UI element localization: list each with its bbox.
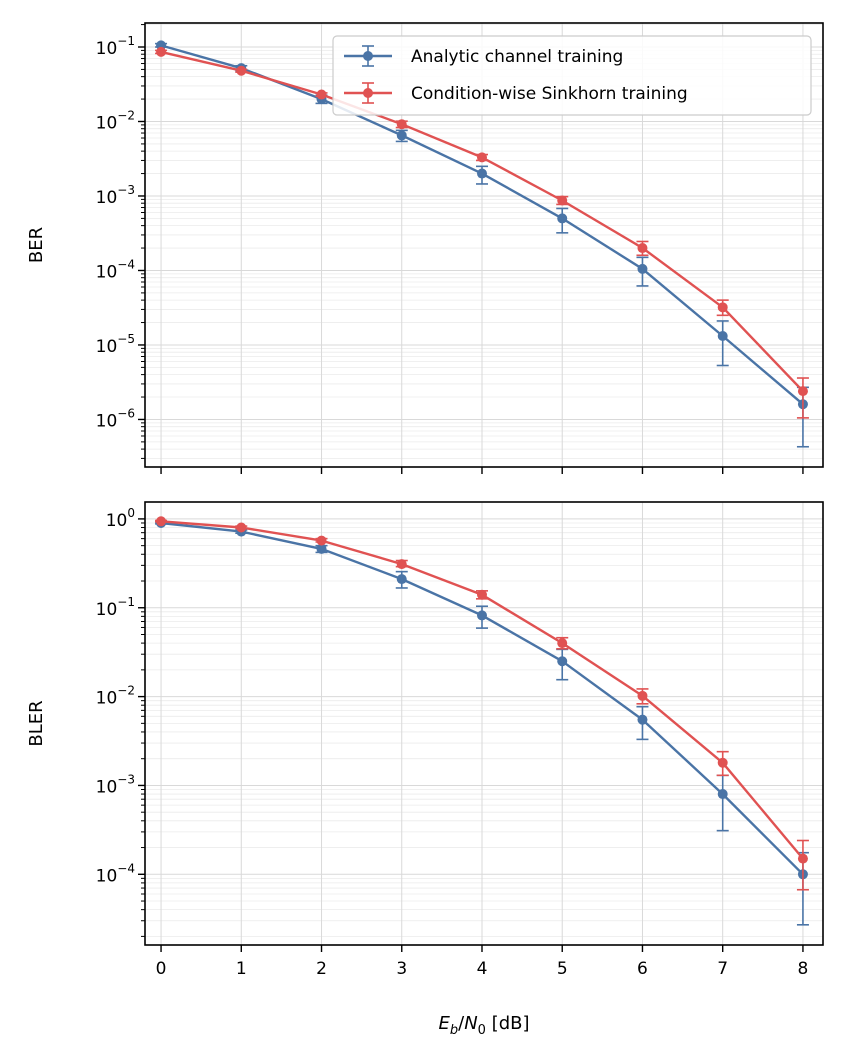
data-point bbox=[717, 302, 728, 313]
legend-label-analytic: Analytic channel training bbox=[411, 47, 623, 67]
bler-grid bbox=[145, 502, 823, 945]
data-point bbox=[396, 559, 407, 570]
legend-label-sinkhorn: Condition-wise Sinkhorn training bbox=[411, 84, 688, 104]
x-tick-label: 8 bbox=[798, 959, 809, 979]
y-tick-label: 10−4 bbox=[96, 257, 135, 282]
data-point bbox=[557, 638, 568, 649]
y-tick-label: 10−5 bbox=[96, 332, 135, 357]
x-tick-label: 7 bbox=[717, 959, 728, 979]
data-point bbox=[316, 543, 327, 554]
y-tick-label: 10−6 bbox=[96, 406, 135, 431]
data-point bbox=[717, 789, 728, 800]
data-point bbox=[476, 152, 487, 163]
data-point bbox=[476, 610, 487, 621]
data-point bbox=[396, 130, 407, 141]
legend-swatch-sinkhorn bbox=[344, 82, 392, 104]
y-tick-label: 10−2 bbox=[96, 108, 135, 133]
y-tick-label: 10−1 bbox=[96, 595, 135, 620]
legend-marker bbox=[363, 51, 373, 61]
data-point bbox=[156, 46, 167, 57]
data-point bbox=[637, 243, 648, 254]
series-condition-wise-sinkhorn-training bbox=[155, 516, 809, 891]
x-axis-label: Eb/N0 [dB] bbox=[438, 1013, 529, 1038]
y-tick-label: 10−2 bbox=[96, 684, 135, 709]
series-condition-wise-sinkhorn-training bbox=[155, 46, 809, 419]
data-point bbox=[717, 757, 728, 768]
y-tick-label: 10−3 bbox=[96, 772, 135, 797]
bler-ticks: 100 10−1 10−2 10−3 10−4 0 1 2 3 4 5 6 7 8 bbox=[96, 506, 809, 979]
data-point bbox=[557, 195, 568, 206]
bler-panel: 100 10−1 10−2 10−3 10−4 0 1 2 3 4 5 6 7 8 BLER Eb/N0 … bbox=[26, 501, 824, 1038]
data-point bbox=[637, 714, 648, 725]
ber-panel: 10−1 10−2 10−3 10−4 10−5 10−6 BER Analytic ch… bbox=[26, 22, 824, 474]
data-point bbox=[316, 89, 327, 100]
bler-marks bbox=[155, 516, 809, 926]
data-point bbox=[637, 690, 648, 701]
legend-box bbox=[332, 35, 812, 116]
data-point bbox=[637, 263, 648, 274]
x-tick-label: 6 bbox=[637, 959, 648, 979]
x-tick-label: 4 bbox=[477, 959, 488, 979]
data-point bbox=[316, 535, 327, 546]
y-tick-label: 10−1 bbox=[96, 34, 135, 59]
legend: Analytic channel training Condition-wise… bbox=[332, 35, 812, 116]
data-point bbox=[476, 168, 487, 179]
ber-marks bbox=[155, 40, 809, 448]
ber-axes-frame bbox=[144, 22, 824, 468]
data-point bbox=[396, 119, 407, 130]
data-point bbox=[476, 589, 487, 600]
legend-marker bbox=[363, 88, 373, 98]
y-tick-label: 10−3 bbox=[96, 183, 135, 208]
data-point bbox=[797, 386, 808, 397]
data-point bbox=[557, 213, 568, 224]
data-point bbox=[557, 656, 568, 667]
x-tick-label: 0 bbox=[156, 959, 167, 979]
data-point bbox=[797, 853, 808, 864]
x-tick-label: 3 bbox=[396, 959, 407, 979]
ber-ticks: 10−1 10−2 10−3 10−4 10−5 10−6 bbox=[96, 24, 804, 474]
series-analytic-channel-training bbox=[155, 517, 809, 926]
data-point bbox=[156, 516, 167, 527]
x-tick-label: 2 bbox=[316, 959, 327, 979]
ber-y-axis-label: BER bbox=[26, 227, 47, 263]
x-tick-label: 5 bbox=[557, 959, 568, 979]
data-point bbox=[236, 522, 247, 533]
bler-y-axis-label: BLER bbox=[26, 700, 47, 746]
y-tick-label: 100 bbox=[106, 506, 135, 531]
data-point bbox=[236, 65, 247, 76]
legend-swatch-analytic bbox=[344, 45, 392, 67]
data-point bbox=[717, 330, 728, 341]
y-tick-label: 10−4 bbox=[96, 861, 135, 886]
data-point bbox=[396, 574, 407, 585]
x-tick-label: 1 bbox=[236, 959, 247, 979]
